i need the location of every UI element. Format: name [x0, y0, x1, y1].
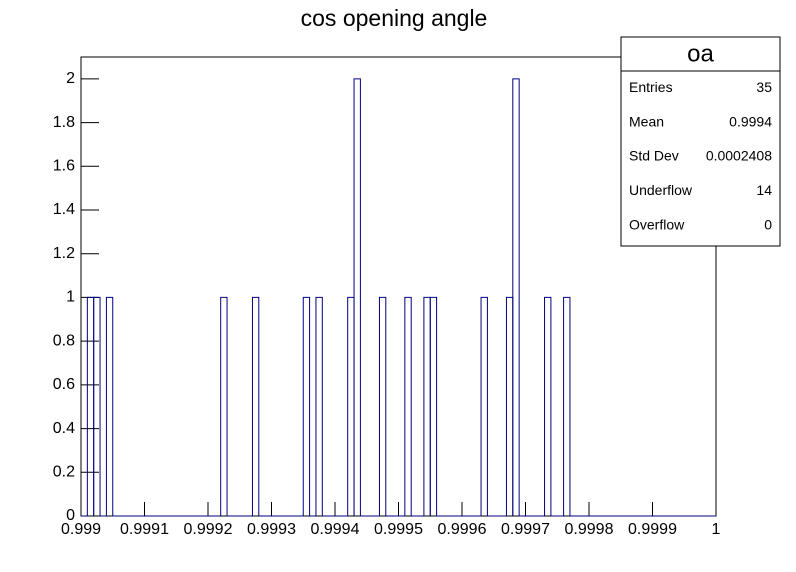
- stats-value: 0.0002408: [706, 148, 772, 164]
- x-tick-label: 0.999: [61, 521, 101, 538]
- y-tick-label: 1.8: [53, 114, 75, 131]
- x-tick-label: 0.9997: [501, 521, 550, 538]
- y-tick-label: 2: [66, 70, 75, 87]
- bar: [220, 296, 228, 516]
- bar: [93, 296, 101, 516]
- stats-label: Std Dev: [629, 148, 679, 164]
- x-tick-label: 0.9993: [247, 521, 296, 538]
- bar: [86, 296, 95, 516]
- bar: [353, 78, 361, 516]
- y-tick-label: 0: [66, 507, 75, 524]
- stats-value: 0: [764, 217, 772, 233]
- stats-value: 35: [756, 79, 772, 95]
- bar: [480, 296, 488, 516]
- stats-label: Entries: [629, 79, 673, 95]
- y-tick-label: 1.4: [53, 201, 75, 218]
- stats-label: Mean: [629, 113, 664, 129]
- bar: [423, 296, 431, 516]
- y-tick-label: 0.4: [53, 420, 75, 437]
- x-tick-label: 0.9991: [120, 521, 169, 538]
- y-tick-label: 1.2: [53, 245, 75, 262]
- y-tick-label: 0.8: [53, 332, 75, 349]
- stats-box: [620, 36, 781, 247]
- bar: [512, 78, 520, 516]
- bar: [544, 296, 552, 516]
- stats-value: 14: [756, 182, 772, 198]
- bar: [315, 296, 323, 516]
- bar: [563, 296, 571, 516]
- bar: [347, 296, 355, 516]
- stats-title: oa: [687, 40, 714, 67]
- bar: [105, 296, 114, 516]
- y-tick-label: 1: [66, 289, 75, 306]
- x-tick-label: 0.9996: [438, 521, 487, 538]
- y-tick-label: 0.2: [53, 464, 75, 481]
- bar: [429, 296, 438, 516]
- stats-label: Underflow: [629, 182, 693, 198]
- x-tick-label: 1: [712, 521, 721, 538]
- x-tick-label: 0.9994: [311, 521, 360, 538]
- y-tick-label: 0.6: [53, 376, 75, 393]
- x-tick-label: 0.9995: [374, 521, 423, 538]
- bar: [302, 296, 311, 516]
- bar: [251, 296, 260, 516]
- stats-value: 0.9994: [729, 113, 772, 129]
- chart-title: cos opening angle: [301, 5, 488, 31]
- x-tick-label: 0.9992: [184, 521, 233, 538]
- x-tick-label: 0.9999: [628, 521, 677, 538]
- x-tick-label: 0.9998: [565, 521, 614, 538]
- stats-label: Overflow: [629, 217, 685, 233]
- y-tick-label: 1.6: [53, 158, 75, 175]
- bar: [378, 296, 387, 516]
- bar: [404, 296, 412, 516]
- bar: [505, 296, 514, 516]
